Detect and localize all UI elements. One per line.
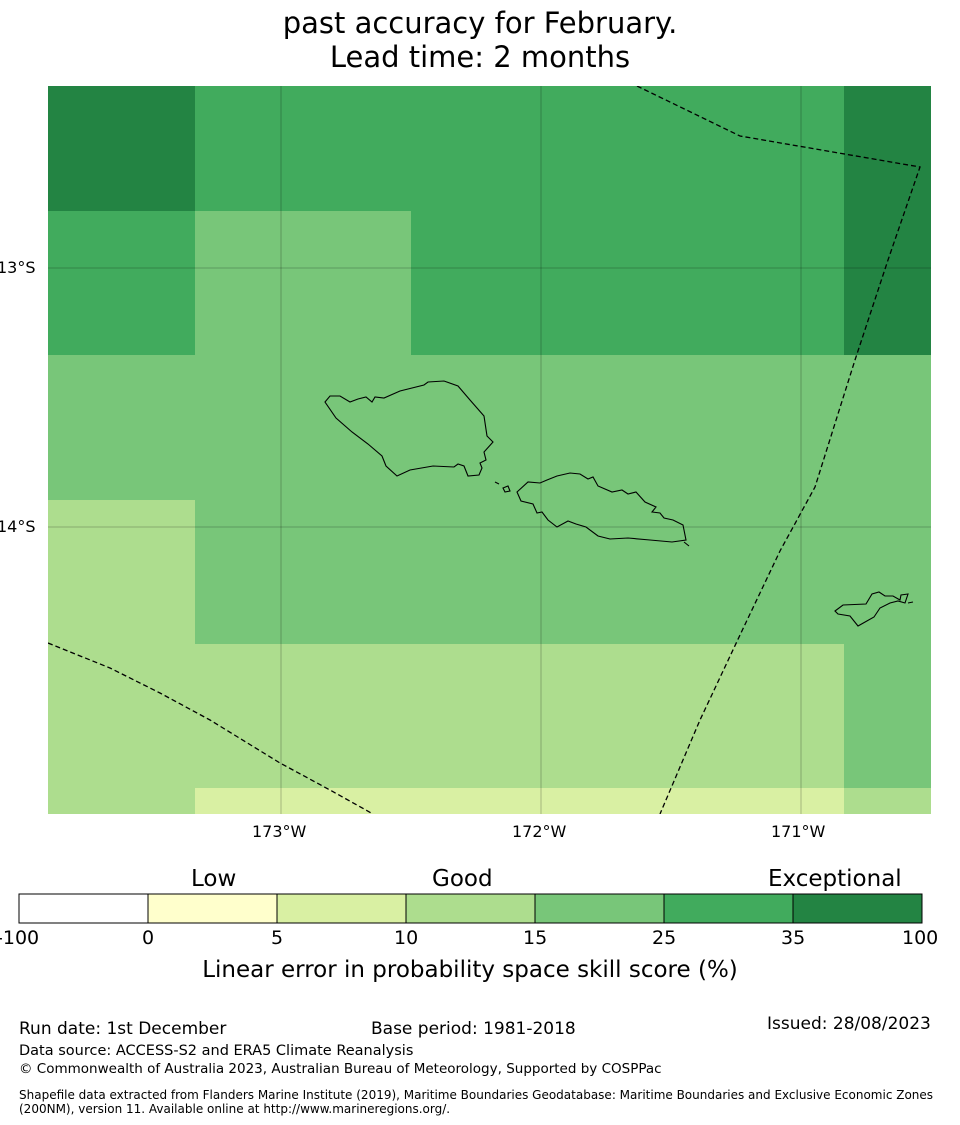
grid-cell	[48, 788, 195, 814]
colorbar-segment	[276, 893, 407, 924]
colorbar-tick: 35	[781, 927, 806, 949]
map-title-line-2: Lead time: 2 months	[329, 40, 631, 74]
colorbar-tick: 100	[902, 927, 939, 949]
coastlines	[324, 380, 914, 627]
colorbar-tick: 5	[271, 927, 284, 949]
grid-cell	[48, 355, 931, 500]
map-figure	[18, 86, 931, 924]
legend-category-exceptional: Exceptional	[768, 866, 902, 892]
grid-cell	[48, 211, 195, 355]
colorbar-segment	[147, 893, 278, 924]
colorbar	[18, 893, 923, 924]
island-manono	[502, 485, 511, 493]
grid-cell	[844, 644, 931, 788]
lon-label: 173°W	[252, 822, 307, 841]
colorbar-tick: 15	[523, 927, 548, 949]
island-tutuila	[834, 591, 914, 627]
grid-cell	[844, 86, 931, 211]
colorbar-tick: 0	[142, 927, 155, 949]
lat-label: 14°S	[0, 517, 36, 536]
island-savaii	[324, 380, 494, 477]
colorbar-segment	[18, 893, 149, 924]
skill-grid	[48, 86, 931, 814]
colorbar-segment	[405, 893, 536, 924]
lat-label: 13°S	[0, 258, 36, 277]
eez-boundaries	[48, 86, 921, 814]
shapefile-credit-line-2: (200NM), version 11. Available online at…	[19, 1102, 451, 1116]
lon-label: 172°W	[512, 822, 567, 841]
colorbar-segment	[792, 893, 923, 924]
base-period: Base period: 1981-2018	[371, 1019, 576, 1039]
copyright: © Commonwealth of Australia 2023, Austra…	[19, 1061, 662, 1077]
island-upolu	[516, 472, 690, 547]
colorbar-label: Linear error in probability space skill …	[202, 957, 738, 983]
map-title-line-1: past accuracy for February.	[282, 6, 678, 40]
colorbar-tick: 25	[652, 927, 677, 949]
grid-cell	[411, 211, 844, 355]
island-apolima	[494, 481, 500, 485]
issued-date: Issued: 28/08/2023	[767, 1014, 931, 1034]
grid-cell	[48, 86, 195, 211]
lon-label: 171°W	[771, 822, 826, 841]
colorbar-segment	[534, 893, 665, 924]
legend-category-good: Good	[432, 866, 493, 892]
grid-cell	[844, 211, 931, 355]
colorbar-tick: 10	[394, 927, 419, 949]
run-date: Run date: 1st December	[19, 1019, 227, 1039]
colorbar-tick: -100	[0, 927, 40, 949]
shapefile-credit-line-1: Shapefile data extracted from Flanders M…	[19, 1088, 934, 1102]
grid-cell	[48, 644, 844, 788]
grid-cell	[844, 788, 931, 814]
grid-cell	[195, 500, 931, 644]
grid-cell	[195, 211, 411, 355]
grid-cell	[195, 86, 844, 211]
colorbar-segment	[663, 893, 794, 924]
data-source: Data source: ACCESS-S2 and ERA5 Climate …	[19, 1043, 414, 1059]
eez-boundary-line	[48, 642, 374, 814]
graticule	[48, 86, 931, 814]
grid-cell	[48, 500, 195, 644]
legend-category-low: Low	[191, 866, 237, 892]
grid-cell	[195, 788, 844, 814]
